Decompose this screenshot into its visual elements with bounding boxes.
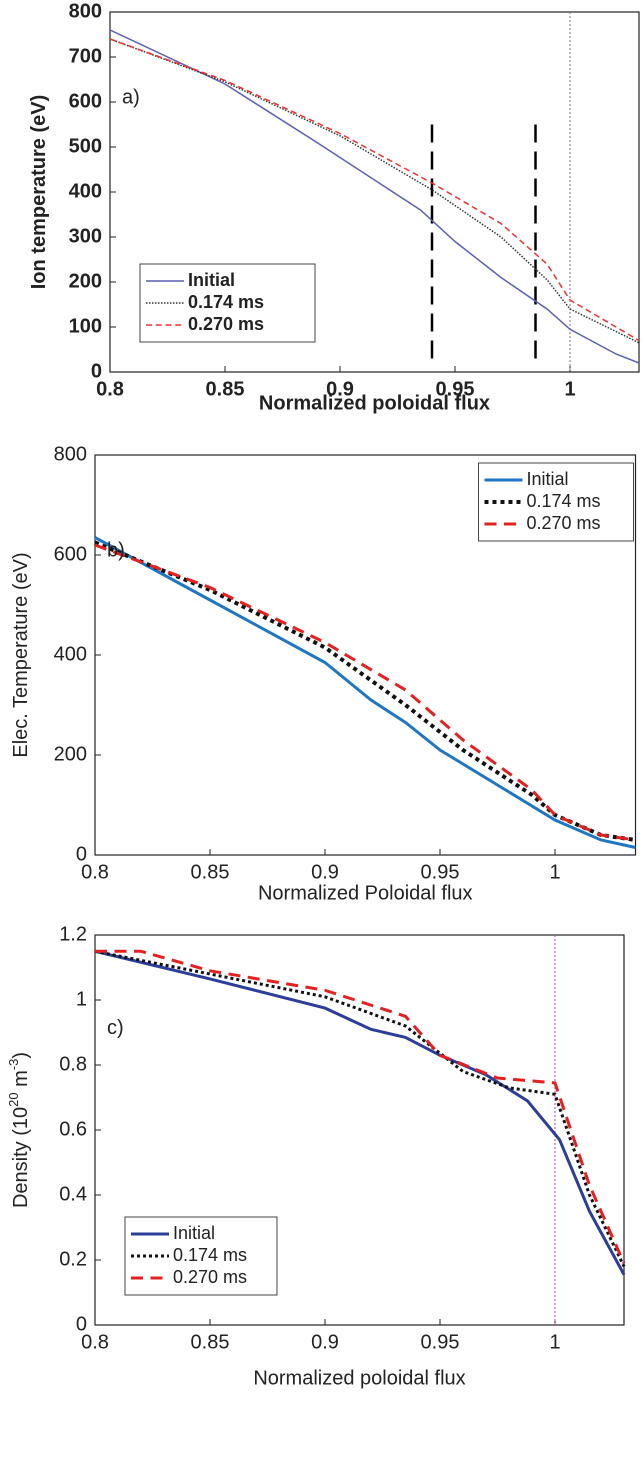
y-tick-label: 0	[76, 843, 87, 865]
y-tick-label: 800	[69, 0, 102, 22]
legend-label: 0.174 ms	[188, 292, 264, 312]
y-tick-label: 100	[69, 315, 102, 337]
x-tick-label: 1	[564, 378, 575, 400]
y-tick-label: 200	[69, 270, 102, 292]
legend-label: 0.174 ms	[527, 491, 601, 511]
panel-annotation: a)	[122, 87, 140, 109]
y-axis-label-part: Elec. Temperature (eV)	[10, 552, 32, 757]
panel-annotation: b)	[107, 539, 125, 561]
y-axis-label: Density (1020 m-3)	[6, 1052, 32, 1208]
x-tick-label: 0.8	[81, 1331, 109, 1353]
series-line	[109, 38, 640, 342]
series-line	[94, 536, 636, 849]
x-tick-label: 0.85	[191, 1331, 230, 1353]
y-tick-label: 400	[54, 643, 87, 665]
y-tick-label: 300	[69, 225, 102, 247]
y-tick-label: 1	[76, 988, 87, 1010]
y-axis-label-part: Ion temperature (eV)	[28, 95, 50, 289]
y-axis-label-part: )	[10, 1052, 32, 1059]
series-line	[109, 29, 640, 364]
y-axis-label-part: Density (10	[10, 1107, 32, 1208]
x-axis-label: Normalized Poloidal flux	[258, 882, 473, 904]
legend-label: 0.270 ms	[173, 1267, 247, 1287]
legend-box	[139, 263, 316, 343]
y-tick-label: 0.8	[59, 1053, 87, 1075]
x-axis-label: Normalized poloidal flux	[253, 1367, 465, 1389]
x-tick-label: 0.95	[421, 1331, 460, 1353]
y-axis-label-part: m	[10, 1070, 32, 1092]
y-tick-label: 1.2	[59, 923, 87, 945]
legend-label: 0.270 ms	[527, 513, 601, 533]
y-tick-label: 200	[54, 743, 87, 765]
y-axis-label-part: -3	[6, 1059, 21, 1071]
y-tick-label: 400	[69, 180, 102, 202]
panel-annotation: c)	[107, 1017, 124, 1039]
x-tick-label: 0.95	[436, 378, 475, 400]
series-line	[94, 949, 626, 1268]
y-tick-label: 700	[69, 45, 102, 67]
x-tick-label: 0.85	[191, 861, 230, 883]
series-line	[94, 543, 636, 842]
y-tick-label: 0.6	[59, 1118, 87, 1140]
y-tick-label: 600	[54, 543, 87, 565]
legend-label: 0.174 ms	[173, 1245, 247, 1265]
x-tick-label: 0.8	[96, 378, 124, 400]
series-line	[94, 540, 636, 842]
y-axis-label: Elec. Temperature (eV)	[10, 552, 32, 757]
x-tick-label: 0.95	[421, 861, 460, 883]
x-tick-label: 0.85	[206, 378, 245, 400]
y-tick-label: 0	[91, 360, 102, 382]
y-axis-label-part: 20	[6, 1092, 21, 1106]
x-tick-label: 0.9	[326, 378, 354, 400]
y-tick-label: 0	[76, 1313, 87, 1335]
x-tick-label: 0.8	[81, 861, 109, 883]
legend-label: Initial	[188, 270, 235, 290]
x-tick-label: 1	[549, 1331, 560, 1353]
legend-label: 0.270 ms	[188, 314, 264, 334]
x-tick-label: 1	[549, 861, 560, 883]
x-axis-label: Normalized poloidal flux	[259, 392, 490, 414]
y-tick-label: 500	[69, 135, 102, 157]
y-tick-label: 0.4	[59, 1183, 87, 1205]
series-line	[95, 949, 626, 1264]
x-tick-label: 0.9	[311, 861, 339, 883]
y-tick-label: 600	[69, 90, 102, 112]
y-axis-label: Ion temperature (eV)	[28, 95, 50, 289]
x-tick-label: 0.9	[311, 1331, 339, 1353]
legend-label: Initial	[173, 1223, 215, 1243]
legend-label: Initial	[527, 469, 569, 489]
y-tick-label: 800	[54, 443, 87, 465]
y-tick-label: 0.2	[59, 1248, 87, 1270]
